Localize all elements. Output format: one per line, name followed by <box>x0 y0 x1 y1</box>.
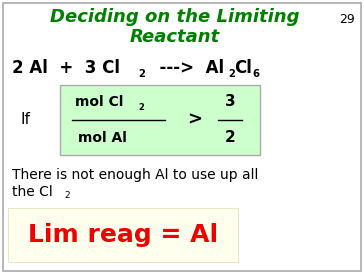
Text: Lim reag = Al: Lim reag = Al <box>28 223 218 247</box>
Text: Reactant: Reactant <box>130 28 220 46</box>
Text: Cl: Cl <box>234 59 252 77</box>
Text: 2: 2 <box>138 69 145 79</box>
Text: If: If <box>20 113 30 127</box>
Text: There is not enough Al to use up all: There is not enough Al to use up all <box>12 168 258 182</box>
Text: 2: 2 <box>225 130 236 145</box>
Text: 6: 6 <box>252 69 259 79</box>
Text: the Cl: the Cl <box>12 185 53 199</box>
Text: mol Cl: mol Cl <box>75 95 123 109</box>
Text: 2: 2 <box>64 191 70 200</box>
Text: 2 Al  +  3 Cl: 2 Al + 3 Cl <box>12 59 120 77</box>
Text: Deciding on the Limiting: Deciding on the Limiting <box>50 8 300 26</box>
Text: >: > <box>187 111 202 129</box>
Text: mol Al: mol Al <box>78 131 127 145</box>
FancyBboxPatch shape <box>8 208 238 262</box>
Text: 2: 2 <box>228 69 235 79</box>
FancyBboxPatch shape <box>3 3 361 271</box>
Text: 3: 3 <box>225 95 235 110</box>
Text: 29: 29 <box>339 13 355 26</box>
Text: --->  Al: ---> Al <box>148 59 224 77</box>
Text: 2: 2 <box>138 102 144 112</box>
FancyBboxPatch shape <box>60 85 260 155</box>
